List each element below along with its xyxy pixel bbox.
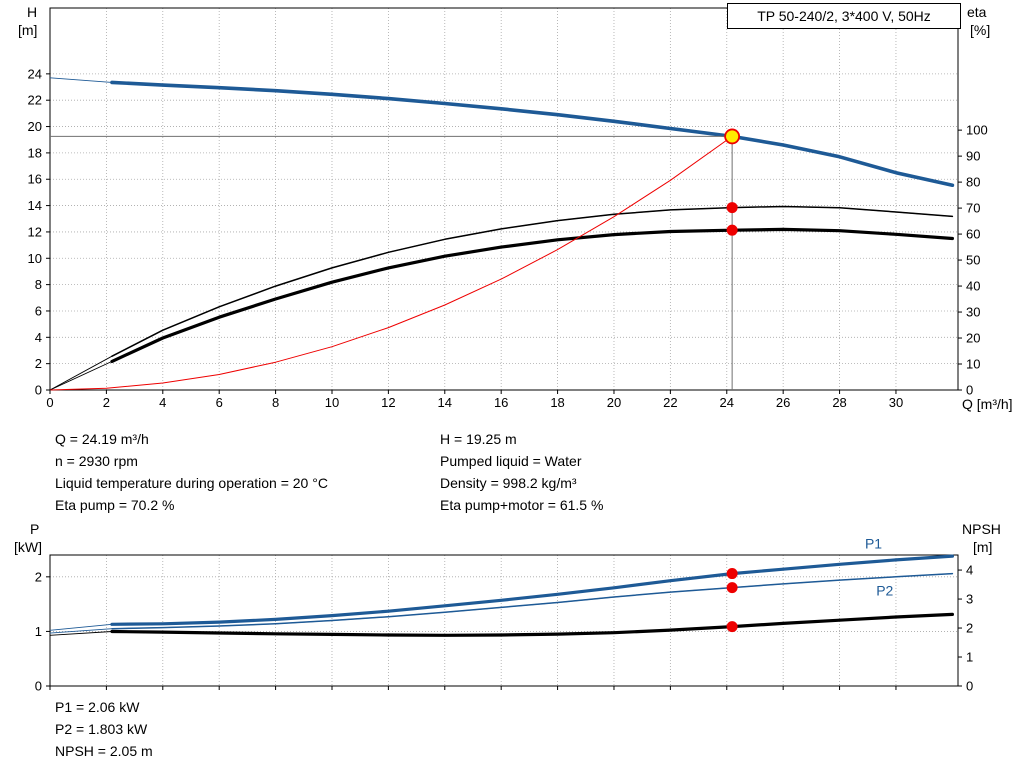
eta-pump-motor-text: Eta pump+motor = 61.5 %: [440, 497, 604, 513]
p-axis-label: P: [30, 521, 40, 537]
operating-point-dot: [726, 582, 738, 594]
pumped-liquid-text: Pumped liquid = Water: [440, 453, 582, 469]
chart-text: 22: [28, 93, 42, 108]
chart-text: 10: [966, 357, 980, 372]
chart-text: 18: [550, 395, 564, 410]
chart-text: 2: [103, 395, 110, 410]
chart-text: 2: [35, 356, 42, 371]
q-axis-label: Q [m³/h]: [962, 396, 1013, 412]
chart-text: 40: [966, 279, 980, 294]
chart-text: 0: [966, 383, 973, 398]
chart-text: 90: [966, 149, 980, 164]
plot-border: [49, 554, 959, 687]
chart-text: 20: [28, 119, 42, 134]
chart-text: 30: [889, 395, 903, 410]
chart-text: 1: [966, 650, 973, 665]
liquid-temp-text: Liquid temperature during operation = 20…: [55, 475, 328, 491]
chart-text: 3: [966, 592, 973, 607]
chart-text: 0: [35, 383, 42, 398]
operating-point-dot: [726, 568, 738, 580]
operating-point-dot: [726, 202, 738, 214]
p1-text: P1 = 2.06 kW: [55, 699, 140, 715]
power-data-column: P1 = 2.06 kW P2 = 1.803 kW NPSH = 2.05 m: [55, 696, 153, 762]
chart-text: 12: [28, 224, 42, 239]
chart-text: 4: [159, 395, 166, 410]
chart-text: 20: [607, 395, 621, 410]
eta-pump-motor-curve: [110, 227, 954, 363]
h-axis-label: H: [27, 4, 38, 20]
npsh-axis-label: NPSH: [962, 521, 1001, 537]
chart-text: 26: [776, 395, 790, 410]
npsh-axis-unit: [m]: [973, 539, 993, 555]
eta-axis-label: eta: [967, 4, 987, 20]
chart-text: 6: [35, 303, 42, 318]
chart-text: 16: [28, 172, 42, 187]
duty-point-marker: [724, 128, 741, 145]
eta-pump-text: Eta pump = 70.2 %: [55, 497, 175, 513]
chart-text: 28: [832, 395, 846, 410]
duty-data-right-column: H = 19.25 m Pumped liquid = Water Densit…: [440, 428, 603, 516]
chart-text: 8: [35, 277, 42, 292]
eta-pump-curve: [111, 205, 954, 357]
chart-text: 0: [46, 395, 53, 410]
p2-text: P2 = 1.803 kW: [55, 721, 148, 737]
chart-text: 18: [28, 145, 42, 160]
chart-text: 2: [35, 569, 42, 584]
npsh-text: NPSH = 2.05 m: [55, 743, 153, 759]
operating-point-dot: [726, 621, 738, 633]
p1-curve: [110, 554, 954, 626]
h-axis-unit: [m]: [18, 22, 38, 38]
chart-text: 0: [966, 679, 973, 694]
pump-type-label: TP 50-240/2, 3*400 V, 50Hz: [727, 3, 961, 29]
chart-text: 24: [28, 66, 42, 81]
chart-text: 1: [35, 624, 42, 639]
chart-text: 6: [216, 395, 223, 410]
eta-axis-unit: [%]: [970, 22, 991, 38]
chart-text: 16: [494, 395, 508, 410]
chart-text: 50: [966, 253, 980, 268]
operating-point-dot: [726, 224, 738, 236]
chart-text: 10: [325, 395, 339, 410]
chart-text: 10: [28, 251, 42, 266]
chart-text: 0: [35, 679, 42, 694]
chart-text: P2: [876, 582, 893, 598]
duty-data-left-column: Q = 24.19 m³/h n = 2930 rpm Liquid tempe…: [55, 428, 328, 516]
chart-text: 14: [28, 198, 42, 213]
system-resistance-curve: [49, 135, 733, 391]
p-axis-unit: [kW]: [14, 539, 42, 555]
chart-text: 20: [966, 331, 980, 346]
density-text: Density = 998.2 kg/m³: [440, 475, 577, 491]
chart-text: 22: [663, 395, 677, 410]
chart-text: 80: [966, 175, 980, 190]
p2-curve: [111, 572, 954, 630]
chart-text: 4: [966, 563, 973, 578]
speed-text: n = 2930 rpm: [55, 453, 138, 469]
chart-text: 4: [35, 330, 42, 345]
duty-head-text: H = 19.25 m: [440, 431, 517, 447]
chart-text: 14: [438, 395, 452, 410]
power-npsh-chart: 0 1 2 0 1 2 3 4 P1 P2: [35, 535, 973, 694]
npsh-curve: [110, 612, 954, 637]
chart-text: 30: [966, 305, 980, 320]
head-capacity-chart: 0246810121416182022240102030405060708090…: [28, 7, 988, 410]
chart-text: 70: [966, 201, 980, 216]
chart-text: 2: [966, 621, 973, 636]
duty-flow-text: Q = 24.19 m³/h: [55, 431, 149, 447]
chart-text: 24: [720, 395, 734, 410]
chart-text: 60: [966, 227, 980, 242]
chart-text: 12: [381, 395, 395, 410]
plot-border: [49, 7, 959, 391]
chart-text: 8: [272, 395, 279, 410]
head-curve: [110, 80, 955, 187]
chart-text: P1: [865, 535, 882, 551]
chart-text: 100: [966, 123, 988, 138]
